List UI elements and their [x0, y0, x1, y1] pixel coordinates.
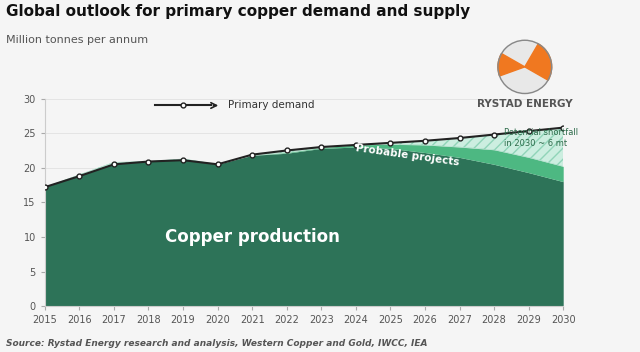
Text: Primary demand: Primary demand	[228, 100, 314, 111]
Text: RYSTAD ENERGY: RYSTAD ENERGY	[477, 99, 573, 108]
Text: Source: Rystad Energy research and analysis, Western Copper and Gold, IWCC, IEA: Source: Rystad Energy research and analy…	[6, 339, 428, 348]
Text: Potential shortfall
in 2030 ~ 6 mt: Potential shortfall in 2030 ~ 6 mt	[504, 128, 579, 149]
Text: Global outlook for primary copper demand and supply: Global outlook for primary copper demand…	[6, 4, 470, 19]
Text: Million tonnes per annum: Million tonnes per annum	[6, 35, 148, 45]
Wedge shape	[498, 54, 525, 76]
Wedge shape	[525, 44, 552, 80]
Text: Probable projects: Probable projects	[355, 143, 460, 168]
Text: Copper production: Copper production	[164, 228, 340, 246]
Circle shape	[498, 40, 552, 94]
